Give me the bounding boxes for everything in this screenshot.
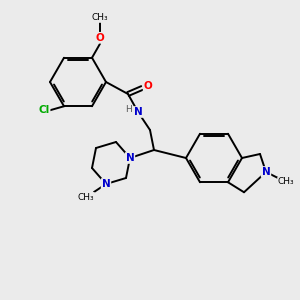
Text: N: N <box>262 167 270 177</box>
Text: N: N <box>126 153 134 163</box>
Text: O: O <box>144 81 152 91</box>
Text: Cl: Cl <box>38 105 50 115</box>
Text: N: N <box>102 179 110 189</box>
Text: H: H <box>126 106 132 115</box>
Text: CH₃: CH₃ <box>278 178 294 187</box>
Text: N: N <box>134 107 142 117</box>
Text: O: O <box>96 33 104 43</box>
Text: CH₃: CH₃ <box>78 193 94 202</box>
Text: CH₃: CH₃ <box>92 13 108 22</box>
